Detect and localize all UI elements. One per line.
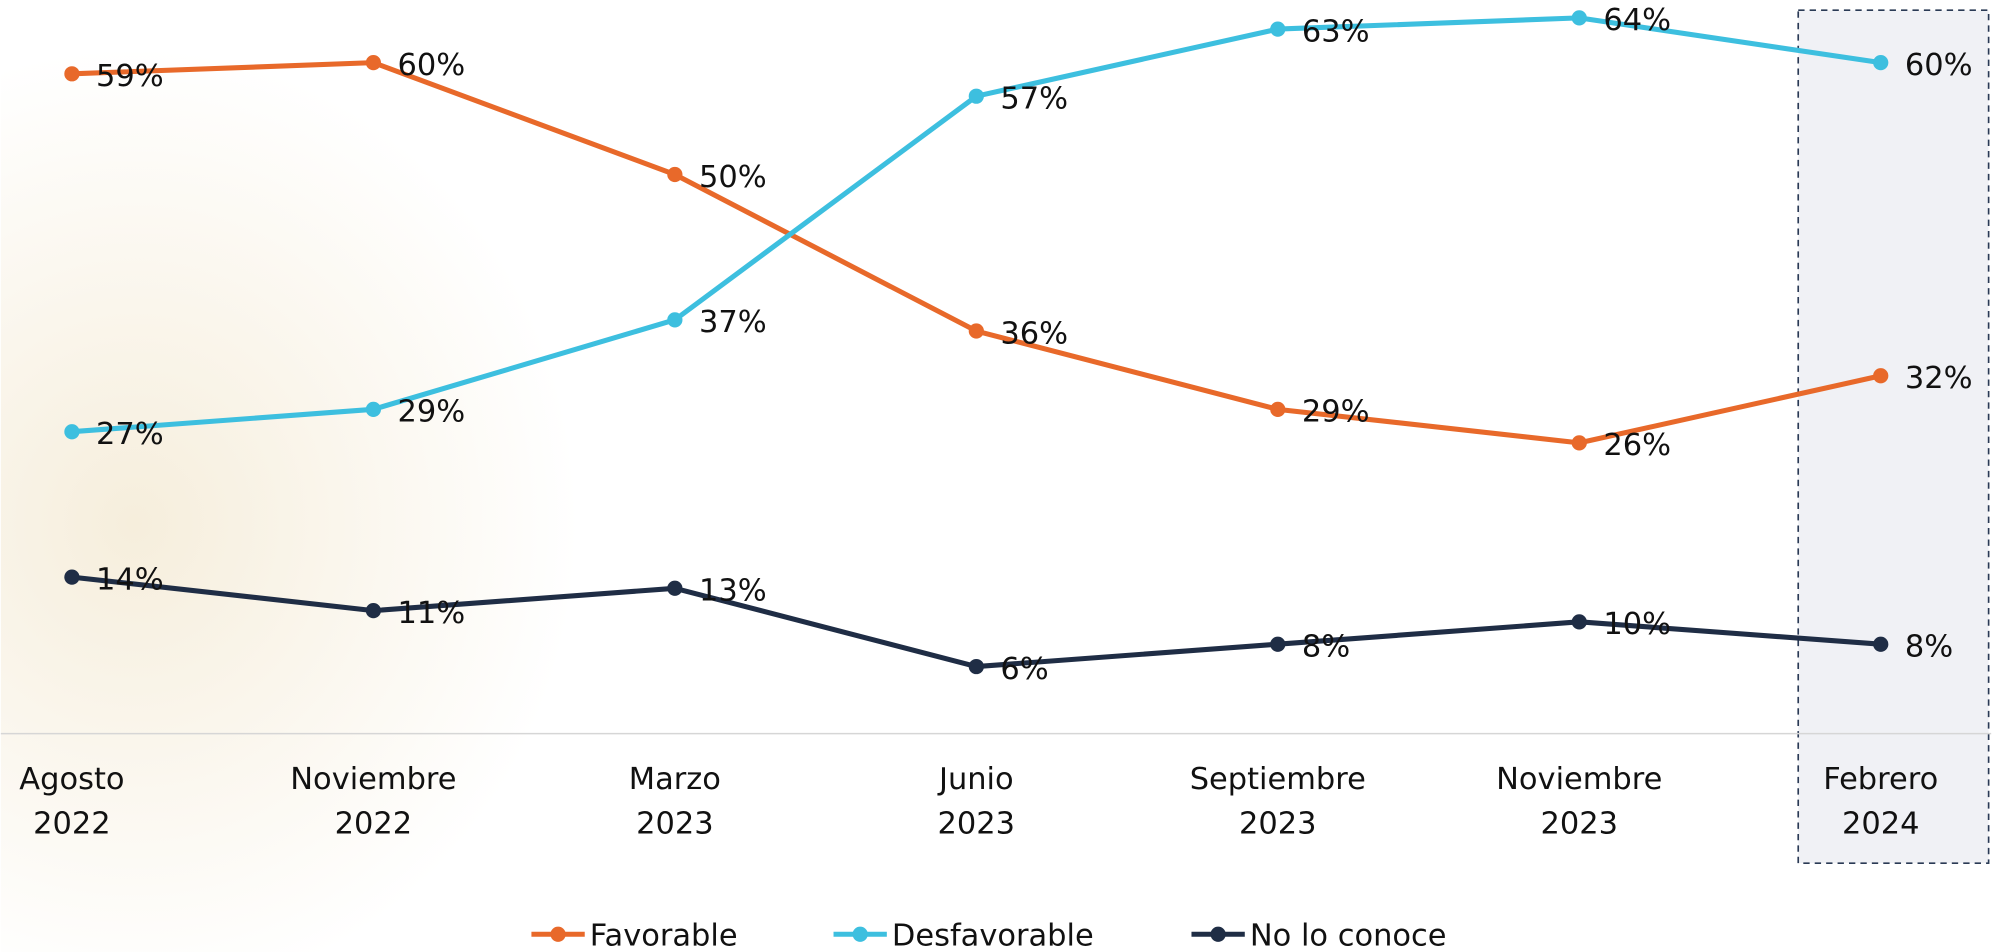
x-tick-label: 2022 — [33, 807, 111, 842]
legend-marker — [1210, 926, 1226, 942]
legend-label: No lo conoce — [1250, 918, 1447, 952]
point — [1571, 10, 1587, 26]
data-label: 64% — [1603, 3, 1671, 38]
data-label: 57% — [1000, 81, 1068, 116]
x-tick-label: 2023 — [636, 807, 714, 842]
data-label: 11% — [398, 596, 466, 631]
point — [1571, 614, 1587, 630]
data-label: 8% — [1302, 630, 1350, 665]
point — [1270, 636, 1286, 652]
point — [64, 424, 80, 440]
x-tick-label: Septiembre — [1190, 762, 1366, 797]
point — [667, 166, 683, 183]
point — [365, 401, 382, 417]
data-label: 59% — [96, 59, 164, 94]
point — [365, 603, 382, 619]
point — [1571, 435, 1587, 451]
point — [968, 658, 984, 675]
x-tick-label: 2022 — [335, 807, 413, 842]
x-tick-label: Noviembre — [290, 762, 456, 797]
data-label: 29% — [398, 395, 466, 430]
data-label: 60% — [1905, 48, 1973, 83]
x-tick-label: 2023 — [1541, 807, 1619, 842]
point — [667, 312, 683, 328]
data-label: 32% — [1905, 361, 1973, 396]
data-label: 10% — [1603, 607, 1671, 642]
data-label: 60% — [398, 48, 466, 83]
data-label: 27% — [96, 417, 164, 452]
point — [1270, 401, 1286, 417]
point — [64, 569, 80, 585]
x-tick-label: Noviembre — [1496, 762, 1662, 797]
x-tick-label: 2023 — [1239, 807, 1317, 842]
legend-marker — [852, 926, 868, 942]
point — [365, 55, 382, 71]
point — [1270, 21, 1286, 37]
point — [667, 580, 683, 596]
data-label: 63% — [1302, 14, 1370, 49]
data-label: 36% — [1000, 316, 1068, 351]
point — [968, 88, 984, 104]
x-tick-label: Junio — [937, 762, 1014, 797]
x-tick-label: 2024 — [1842, 807, 1920, 842]
data-label: 13% — [699, 574, 767, 609]
data-label: 14% — [96, 562, 164, 597]
legend-label: Desfavorable — [892, 918, 1094, 952]
point — [1873, 636, 1889, 652]
point — [64, 66, 80, 82]
data-label: 8% — [1905, 630, 1953, 665]
data-label: 29% — [1302, 395, 1370, 430]
legend-label: Favorable — [590, 918, 738, 952]
point — [968, 323, 984, 339]
legend-marker — [550, 926, 566, 942]
point — [1873, 368, 1889, 384]
data-label: 37% — [699, 305, 767, 340]
point — [1873, 55, 1889, 71]
x-tick-label: 2023 — [938, 807, 1016, 842]
data-label: 6% — [1000, 652, 1048, 687]
background-photo — [0, 0, 890, 952]
x-tick-label: Febrero — [1823, 762, 1938, 797]
highlight-box — [1797, 9, 1990, 864]
data-label: 50% — [699, 160, 767, 195]
data-label: 26% — [1603, 428, 1671, 463]
x-tick-label: Agosto — [19, 762, 124, 797]
x-tick-label: Marzo — [629, 762, 721, 797]
